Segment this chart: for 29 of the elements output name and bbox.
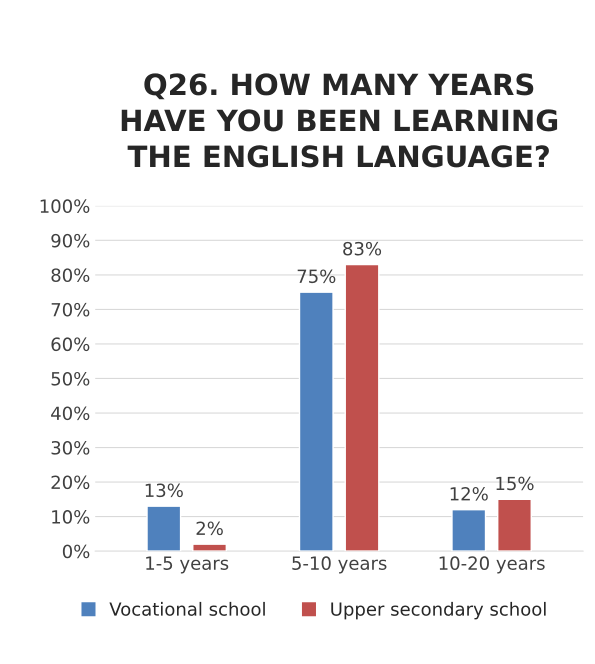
y-tick-label: 0%: [62, 544, 90, 558]
bar: [192, 544, 228, 552]
data-label: 15%: [496, 476, 534, 490]
data-label: 2%: [196, 522, 223, 536]
x-tick-label: 5-10 years: [292, 556, 386, 574]
y-tick-label: 20%: [52, 476, 90, 490]
y-tick-label: 30%: [52, 440, 90, 455]
y-tick-label: 100%: [40, 199, 90, 213]
bar: [146, 506, 182, 552]
data-label: 75%: [298, 269, 336, 284]
x-tick-label: 10-20 years: [440, 556, 545, 574]
x-tick-label: 1-5 years: [146, 556, 228, 574]
chart-title: Q26. HOW MANY YEARS HAVE YOU BEEN LEARNING THE ENGLISH LANGUAGE?: [122, 73, 558, 168]
legend-label: Upper secondary school: [331, 602, 546, 620]
data-label: 83%: [343, 242, 382, 256]
y-tick-label: 40%: [51, 406, 90, 420]
bar: [344, 264, 380, 552]
data-label: 13%: [146, 484, 183, 498]
bar: [298, 291, 334, 552]
data-label: 12%: [450, 486, 488, 501]
legend-label: Vocational school: [109, 602, 265, 616]
bar: [451, 508, 486, 552]
bar: [497, 498, 532, 552]
y-tick-label: 90%: [51, 234, 90, 248]
y-tick-label: 80%: [51, 268, 90, 282]
y-tick-label: 50%: [52, 372, 90, 386]
y-tick-label: 60%: [51, 337, 90, 352]
y-tick-label: 10%: [52, 510, 90, 524]
y-tick-label: 70%: [52, 302, 90, 317]
